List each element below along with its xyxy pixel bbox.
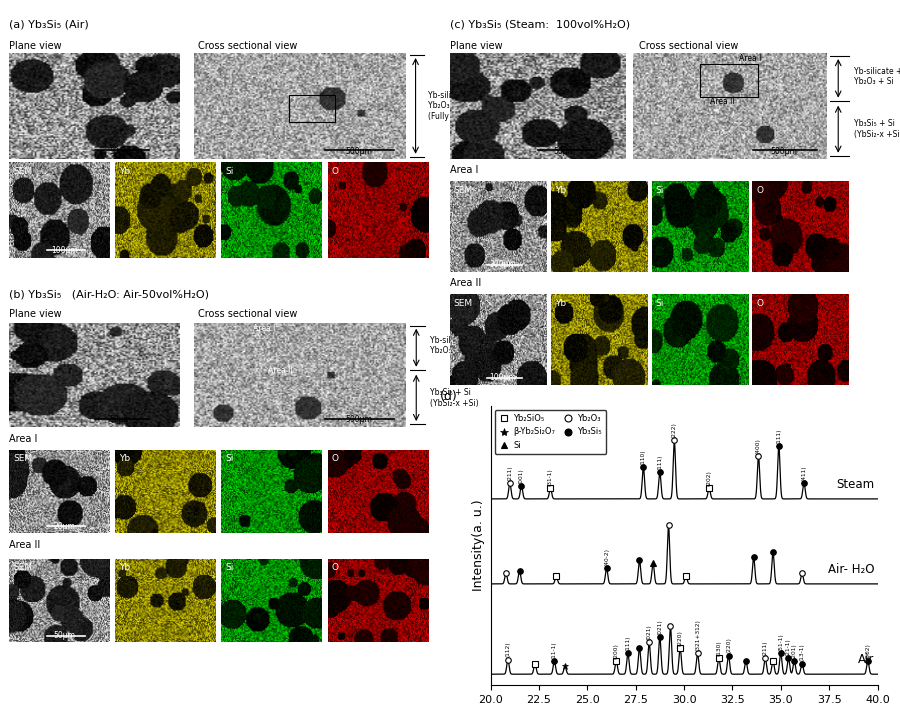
Text: Cross sectional view: Cross sectional view	[198, 41, 297, 51]
Text: (021): (021)	[657, 619, 662, 635]
Text: Area II: Area II	[450, 278, 482, 288]
Bar	[700, 64, 759, 97]
Text: Yb: Yb	[119, 454, 130, 463]
Text: 500μm: 500μm	[770, 147, 797, 155]
Text: SEM: SEM	[454, 299, 473, 308]
Text: Plane view: Plane view	[9, 309, 61, 319]
Text: 50μm: 50μm	[554, 147, 575, 155]
Text: 50μm: 50μm	[109, 415, 131, 424]
Text: Area I: Area I	[450, 165, 479, 175]
Text: (b) Yb₃Si₅   (Air-H₂O: Air-50vol%H₂O): (b) Yb₃Si₅ (Air-H₂O: Air-50vol%H₂O)	[9, 289, 209, 300]
Text: Area I: Area I	[739, 54, 761, 64]
Text: 20μm: 20μm	[53, 522, 76, 531]
Text: (40-2): (40-2)	[604, 548, 609, 566]
Text: 300μm: 300μm	[490, 261, 517, 269]
Text: O: O	[756, 186, 763, 195]
Text: (211): (211)	[508, 465, 512, 481]
Text: Cross sectional view: Cross sectional view	[639, 41, 738, 51]
Text: (51-1): (51-1)	[778, 633, 783, 651]
Text: SEM: SEM	[13, 167, 32, 176]
Text: (321+312): (321+312)	[695, 619, 700, 651]
Text: Area II: Area II	[267, 366, 293, 375]
Text: (a) Yb₃Si₅ (Air): (a) Yb₃Si₅ (Air)	[9, 20, 89, 30]
Y-axis label: Intensity(a. u.): Intensity(a. u.)	[472, 500, 485, 591]
Text: (11-1): (11-1)	[552, 641, 557, 659]
Text: Yb: Yb	[119, 167, 130, 176]
Text: (411): (411)	[802, 465, 806, 481]
Text: Yb: Yb	[554, 186, 566, 195]
Text: (201): (201)	[792, 643, 796, 659]
Text: Yb: Yb	[119, 563, 130, 573]
Text: 100μm: 100μm	[490, 373, 517, 382]
Text: SEM: SEM	[454, 186, 473, 195]
Text: 50μm: 50μm	[53, 631, 76, 640]
Text: SEM: SEM	[13, 454, 32, 463]
Text: (001): (001)	[519, 468, 524, 484]
Text: (111): (111)	[657, 455, 662, 470]
Text: Cross sectional view: Cross sectional view	[198, 309, 297, 319]
Text: O: O	[331, 167, 338, 176]
Text: (021): (021)	[647, 624, 652, 640]
Legend: Yb₂SiO₅, β-Yb₂Si₂O₇, Si, Yb₂O₃, Yb₃Si₅: Yb₂SiO₅, β-Yb₂Si₂O₇, Si, Yb₂O₃, Yb₃Si₅	[495, 410, 607, 454]
Text: Si: Si	[225, 563, 234, 573]
Text: (21-1): (21-1)	[786, 638, 791, 656]
Text: Yb₃Si₅ + Si
(YbSi₂-x +Si): Yb₃Si₅ + Si (YbSi₂-x +Si)	[430, 388, 479, 407]
Text: (002): (002)	[865, 643, 870, 659]
Text: Yb-silicate +
Yb₂O₃ + Si
(Fully oxidized): Yb-silicate + Yb₂O₃ + Si (Fully oxidized…	[428, 91, 486, 121]
Text: (13-1): (13-1)	[799, 644, 805, 662]
Text: Si: Si	[655, 186, 664, 195]
Bar	[289, 95, 335, 121]
Text: (111): (111)	[777, 428, 781, 443]
Text: Air- H₂O: Air- H₂O	[828, 563, 875, 576]
Text: (c) Yb₃Si₅ (Steam:  100vol%H₂O): (c) Yb₃Si₅ (Steam: 100vol%H₂O)	[450, 20, 630, 30]
Text: Yb₃Si₅ + Si
(YbSi₂-x +Si): Yb₃Si₅ + Si (YbSi₂-x +Si)	[854, 119, 900, 139]
Text: Si: Si	[225, 454, 234, 463]
Text: Plane view: Plane view	[9, 41, 61, 51]
Text: (130): (130)	[716, 640, 721, 656]
Text: (400): (400)	[756, 438, 761, 454]
Text: Si: Si	[655, 299, 664, 308]
Text: Yb-silicate +
Yb₂O₃ + Si: Yb-silicate + Yb₂O₃ + Si	[854, 66, 900, 86]
Text: (222): (222)	[671, 422, 677, 438]
Text: (111): (111)	[626, 635, 630, 651]
Text: (31-1): (31-1)	[548, 468, 553, 486]
Text: (112): (112)	[506, 642, 510, 657]
Text: Yb: Yb	[554, 299, 566, 308]
Text: (220): (220)	[726, 638, 731, 654]
Text: Area II: Area II	[710, 97, 734, 106]
Text: O: O	[756, 299, 763, 308]
Text: Area I: Area I	[9, 434, 38, 445]
Text: Area I: Area I	[253, 324, 275, 333]
Text: (200): (200)	[614, 643, 619, 659]
Text: O: O	[331, 563, 338, 573]
Text: Air: Air	[859, 653, 875, 666]
Text: 500μm: 500μm	[345, 415, 372, 424]
Text: SEM′: SEM′	[13, 563, 34, 573]
Text: Si: Si	[225, 167, 234, 176]
Text: 500μm: 500μm	[345, 147, 372, 155]
Text: Yb-silicate +
Yb₂O₃ + Si: Yb-silicate + Yb₂O₃ + Si	[430, 336, 478, 355]
Text: 100μm: 100μm	[51, 246, 77, 255]
Text: (110): (110)	[641, 449, 646, 465]
Text: (202): (202)	[706, 470, 712, 486]
Text: O: O	[331, 454, 338, 463]
Text: 50μm: 50μm	[109, 147, 131, 155]
Text: (220): (220)	[678, 630, 682, 645]
Text: Area II: Area II	[9, 540, 40, 551]
Text: (211): (211)	[763, 640, 768, 656]
Text: Steam: Steam	[836, 478, 875, 491]
Text: (d): (d)	[440, 390, 458, 403]
Text: Plane view: Plane view	[450, 41, 502, 51]
